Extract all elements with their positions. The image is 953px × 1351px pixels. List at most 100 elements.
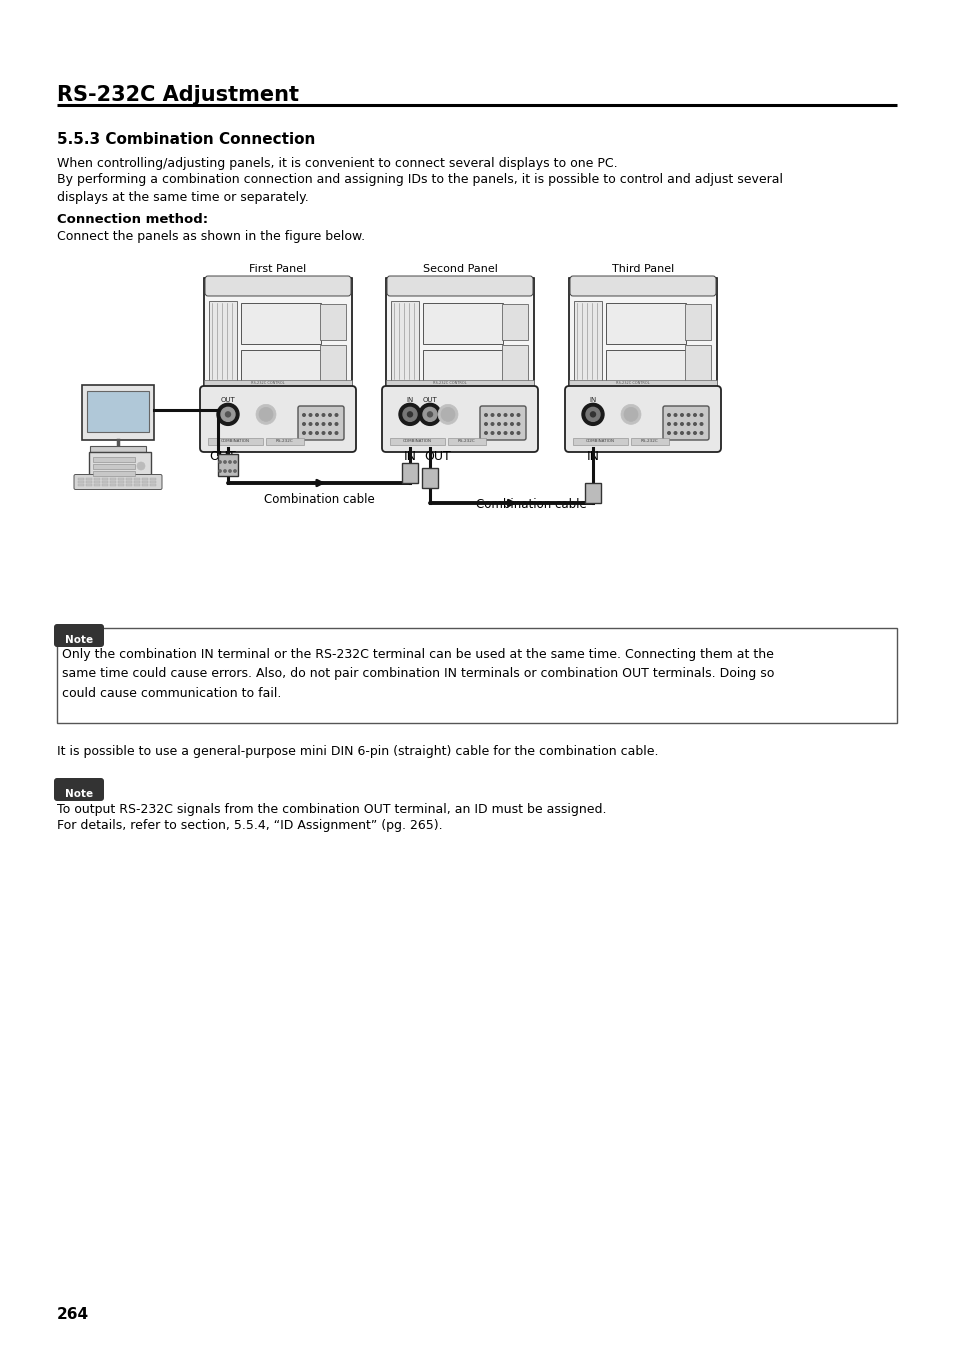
Bar xyxy=(584,484,600,503)
Circle shape xyxy=(224,470,226,473)
Text: Connection method:: Connection method: xyxy=(57,213,208,226)
Text: For details, refer to section, 5.5.4, “ID Assignment” (pg. 265).: For details, refer to section, 5.5.4, “I… xyxy=(57,819,442,832)
Bar xyxy=(204,380,352,386)
Bar xyxy=(87,484,92,486)
Bar xyxy=(127,484,132,486)
Text: IN: IN xyxy=(589,397,596,403)
Bar xyxy=(151,484,156,486)
Bar xyxy=(568,380,717,386)
Circle shape xyxy=(216,404,239,426)
Circle shape xyxy=(693,423,696,426)
Circle shape xyxy=(315,432,318,434)
Circle shape xyxy=(497,432,499,434)
Circle shape xyxy=(497,413,499,416)
Circle shape xyxy=(667,432,670,434)
FancyBboxPatch shape xyxy=(54,778,104,801)
Circle shape xyxy=(418,404,440,426)
Bar xyxy=(102,481,109,484)
Circle shape xyxy=(329,423,331,426)
Bar xyxy=(209,301,236,381)
Text: COMBINATION: COMBINATION xyxy=(402,439,432,443)
Bar xyxy=(87,481,92,484)
Circle shape xyxy=(233,461,236,463)
Text: Only the combination IN terminal or the RS-232C terminal can be used at the same: Only the combination IN terminal or the … xyxy=(62,648,774,700)
Bar xyxy=(78,478,85,480)
Circle shape xyxy=(322,413,324,416)
Bar xyxy=(127,481,132,484)
Bar xyxy=(92,463,135,469)
Bar xyxy=(151,478,156,480)
Text: Third Panel: Third Panel xyxy=(611,263,674,274)
FancyBboxPatch shape xyxy=(54,624,104,647)
Circle shape xyxy=(700,413,702,416)
Text: OUT: OUT xyxy=(424,450,451,463)
Circle shape xyxy=(623,408,638,422)
Text: RS-232C CONTROL: RS-232C CONTROL xyxy=(616,381,649,385)
Circle shape xyxy=(322,423,324,426)
Bar xyxy=(92,457,135,462)
Circle shape xyxy=(504,413,506,416)
Circle shape xyxy=(309,413,312,416)
Bar xyxy=(319,345,346,381)
Bar xyxy=(90,446,146,453)
Circle shape xyxy=(402,408,416,422)
Text: When controlling/adjusting panels, it is convenient to connect several displays : When controlling/adjusting panels, it is… xyxy=(57,157,617,170)
Bar xyxy=(87,390,149,432)
Circle shape xyxy=(700,423,702,426)
Bar xyxy=(605,303,685,345)
Bar xyxy=(390,438,444,444)
Circle shape xyxy=(440,408,455,422)
Circle shape xyxy=(667,413,670,416)
Circle shape xyxy=(674,413,676,416)
Bar xyxy=(684,304,710,340)
Bar xyxy=(111,484,116,486)
Bar xyxy=(142,481,149,484)
Bar xyxy=(605,350,685,381)
Bar xyxy=(386,278,534,386)
Bar xyxy=(204,278,352,386)
Text: IN: IN xyxy=(586,450,598,463)
Circle shape xyxy=(427,412,432,417)
Text: RS-232C Adjustment: RS-232C Adjustment xyxy=(57,85,298,105)
Circle shape xyxy=(491,423,494,426)
Bar xyxy=(82,385,153,440)
Bar xyxy=(94,481,100,484)
Text: By performing a combination connection and assigning IDs to the panels, it is po: By performing a combination connection a… xyxy=(57,173,782,204)
Bar xyxy=(218,454,237,476)
Bar xyxy=(573,438,627,444)
Circle shape xyxy=(329,432,331,434)
FancyBboxPatch shape xyxy=(479,407,525,440)
Bar xyxy=(89,453,151,480)
Circle shape xyxy=(407,412,412,417)
Circle shape xyxy=(517,423,519,426)
Text: Combination cable: Combination cable xyxy=(476,499,586,511)
Circle shape xyxy=(335,432,337,434)
Bar xyxy=(208,438,263,444)
Circle shape xyxy=(218,470,221,473)
FancyBboxPatch shape xyxy=(205,276,351,296)
Circle shape xyxy=(302,432,305,434)
Bar xyxy=(401,463,417,484)
Bar xyxy=(151,481,156,484)
Circle shape xyxy=(620,404,640,424)
Circle shape xyxy=(674,432,676,434)
Circle shape xyxy=(221,408,234,422)
FancyBboxPatch shape xyxy=(387,276,533,296)
Circle shape xyxy=(700,432,702,434)
Circle shape xyxy=(322,432,324,434)
FancyBboxPatch shape xyxy=(381,386,537,453)
Text: It is possible to use a general-purpose mini DIN 6-pin (straight) cable for the : It is possible to use a general-purpose … xyxy=(57,744,658,758)
Circle shape xyxy=(510,413,513,416)
Bar xyxy=(684,345,710,381)
Text: RS-232C: RS-232C xyxy=(275,439,294,443)
FancyBboxPatch shape xyxy=(564,386,720,453)
Bar xyxy=(78,484,85,486)
Text: IN: IN xyxy=(403,450,416,463)
Bar xyxy=(87,478,92,480)
Bar xyxy=(134,481,140,484)
Circle shape xyxy=(491,413,494,416)
Bar xyxy=(241,350,320,381)
Circle shape xyxy=(233,470,236,473)
Bar xyxy=(102,478,109,480)
Circle shape xyxy=(398,404,420,426)
